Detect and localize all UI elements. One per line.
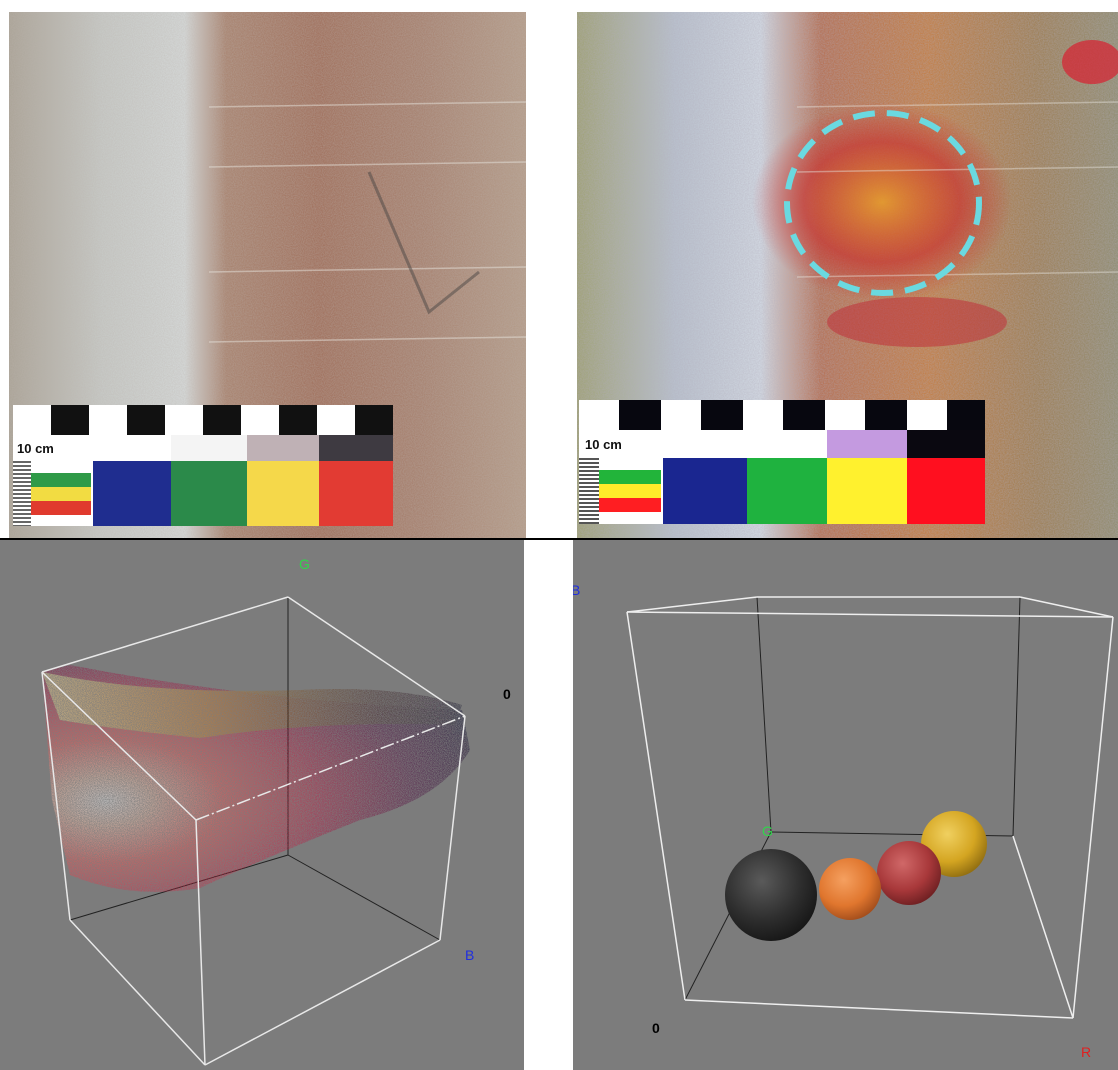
gray-row: 10 cm	[579, 430, 985, 458]
horizontal-divider	[0, 538, 1118, 540]
sphere-dark-red	[877, 841, 941, 905]
sphere-orange	[819, 858, 881, 920]
checker-row	[579, 400, 985, 430]
cube-right-svg	[626, 596, 1114, 1019]
scale-label: 10 cm	[17, 441, 54, 456]
axis-label-b: B	[465, 947, 475, 963]
axis-label-r: R	[1081, 1044, 1092, 1060]
axis-label-g: G	[762, 823, 773, 839]
color-row	[579, 458, 985, 524]
scale-card: 10 cm	[13, 405, 393, 526]
checker-row	[13, 405, 393, 435]
axis-label-g: G	[299, 556, 310, 572]
rgb-cube-pixels: G 0 B	[0, 540, 524, 1070]
scale-label: 10 cm	[585, 437, 622, 452]
gray-row: 10 cm	[13, 435, 393, 461]
axis-label-zero: 0	[503, 686, 511, 702]
rock-art-photo-enhanced: 10 cm	[577, 12, 1118, 538]
scale-card: 10 cm	[579, 400, 985, 524]
cube-left-svg	[41, 596, 470, 1066]
axis-label-b: B	[573, 582, 581, 598]
sphere-black	[725, 849, 817, 941]
rgb-cube-clusters: B G 0 R	[573, 540, 1118, 1070]
color-row	[13, 461, 393, 526]
highlight-circle	[784, 110, 982, 296]
axis-label-zero: 0	[652, 1020, 660, 1036]
panel-gutter	[524, 540, 573, 1070]
rock-art-photo-original: 10 cm	[9, 12, 526, 538]
